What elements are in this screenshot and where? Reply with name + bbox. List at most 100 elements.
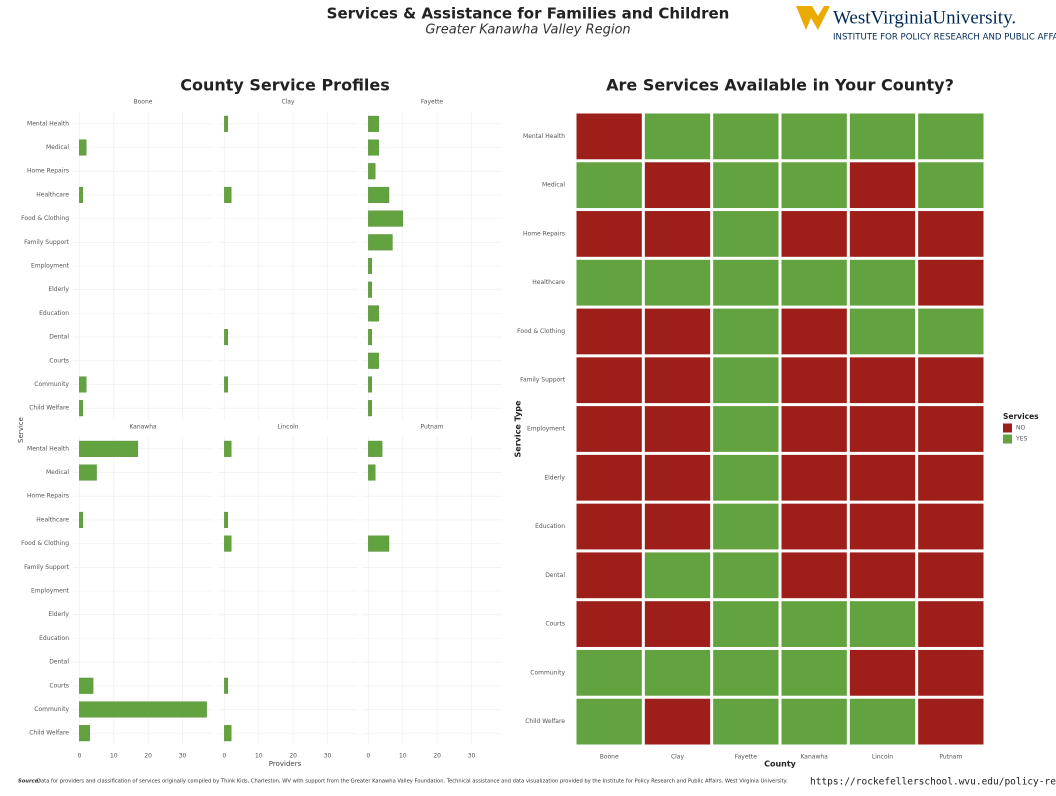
bar <box>79 464 97 481</box>
tile <box>781 649 847 696</box>
bar <box>368 210 403 227</box>
tile <box>918 454 984 501</box>
tile <box>644 259 711 306</box>
facet-label: Boone <box>134 99 153 106</box>
page-subtitle: Greater Kanawha Valley Region <box>425 23 630 38</box>
tile <box>713 454 779 501</box>
tile <box>918 113 984 160</box>
y-tick-label: Family Support <box>24 239 70 246</box>
tile <box>849 406 916 452</box>
tile <box>644 698 711 745</box>
y-tick-label: Employment <box>31 588 70 595</box>
tile <box>849 601 916 647</box>
tile <box>576 649 642 696</box>
bar <box>79 376 87 393</box>
tile <box>576 308 642 355</box>
y-tick-label: Courts <box>545 621 565 628</box>
tile <box>849 649 916 696</box>
y-tick-label: Home Repairs <box>523 230 565 237</box>
tile <box>849 698 916 745</box>
bar <box>368 329 373 346</box>
tile <box>713 552 779 599</box>
tile <box>713 113 779 160</box>
y-tick-label: Courts <box>49 682 69 689</box>
y-tick-label: Healthcare <box>36 516 69 523</box>
bar <box>368 376 373 393</box>
y-tick-label: Medical <box>542 182 565 189</box>
tile <box>918 162 984 209</box>
bar <box>368 305 379 322</box>
bar <box>224 440 232 457</box>
y-tick-label: Child Welfare <box>29 730 69 737</box>
tile <box>849 211 916 257</box>
tile <box>781 552 847 599</box>
bar <box>368 139 379 156</box>
y-tick-label: Home Repairs <box>27 493 69 500</box>
logo-subtitle: INSTITUTE FOR POLICY RESEARCH AND PUBLIC… <box>833 33 1056 43</box>
y-tick-label: Family Support <box>520 377 566 384</box>
bar <box>224 376 229 393</box>
y-tick-label: Elderly <box>48 286 69 293</box>
bar <box>79 400 84 417</box>
x-tick-label: Fayette <box>735 754 758 761</box>
tile <box>576 211 642 257</box>
facet-label: Fayette <box>421 99 444 106</box>
tile <box>781 308 847 355</box>
y-tick-label: Education <box>535 523 565 530</box>
tile <box>644 113 711 160</box>
page-title: Services & Assistance for Families and C… <box>327 5 730 23</box>
tile <box>781 698 847 745</box>
tile <box>713 259 779 306</box>
tile <box>781 259 847 306</box>
y-tick-label: Dental <box>49 659 69 666</box>
tile <box>918 601 984 647</box>
y-tick-label: Education <box>39 310 69 317</box>
y-tick-label: Community <box>34 706 69 713</box>
y-tick-label: Employment <box>31 263 70 270</box>
bar <box>79 511 84 528</box>
tile <box>576 552 642 599</box>
y-tick-label: Child Welfare <box>29 405 69 412</box>
facet-label: Lincoln <box>277 424 298 431</box>
tile <box>918 259 984 306</box>
tile <box>576 601 642 647</box>
x-tick-label: 10 <box>255 753 263 760</box>
x-tick-label: 30 <box>179 753 187 760</box>
x-tick-label: Lincoln <box>872 754 893 761</box>
y-tick-label: Elderly <box>544 474 565 481</box>
tile <box>849 503 916 550</box>
bar <box>224 511 229 528</box>
y-tick-label: Family Support <box>24 564 70 571</box>
bar <box>79 725 90 742</box>
tile <box>644 601 711 647</box>
tile <box>713 649 779 696</box>
tile <box>576 406 642 452</box>
tile <box>713 601 779 647</box>
x-tick-label: Putnam <box>939 754 962 761</box>
tile <box>918 308 984 355</box>
y-tick-label: Medical <box>46 469 69 476</box>
y-tick-label: Mental Health <box>27 445 69 452</box>
bar <box>368 535 390 552</box>
y-tick-label: Dental <box>49 334 69 341</box>
bar <box>224 329 229 346</box>
y-tick-label: Mental Health <box>27 120 69 127</box>
tile <box>713 406 779 452</box>
y-axis-title: Service Type <box>514 400 523 457</box>
bar <box>368 281 373 298</box>
facet-label: Clay <box>281 99 295 106</box>
facet-label: Kanawha <box>129 424 157 431</box>
x-tick-label: 20 <box>144 753 152 760</box>
tile <box>781 406 847 452</box>
x-tick-label: 30 <box>468 753 476 760</box>
y-tick-label: Elderly <box>48 611 69 618</box>
logo-name: WestVirginiaUniversity. <box>833 7 1016 28</box>
bar <box>368 257 373 275</box>
bar <box>79 440 139 457</box>
facet-label: Putnam <box>421 424 444 431</box>
y-tick-label: Employment <box>527 426 566 433</box>
bar <box>224 186 232 203</box>
url: https://rockefellerschool.wvu.edu/policy… <box>810 777 1056 788</box>
bar <box>368 234 393 251</box>
